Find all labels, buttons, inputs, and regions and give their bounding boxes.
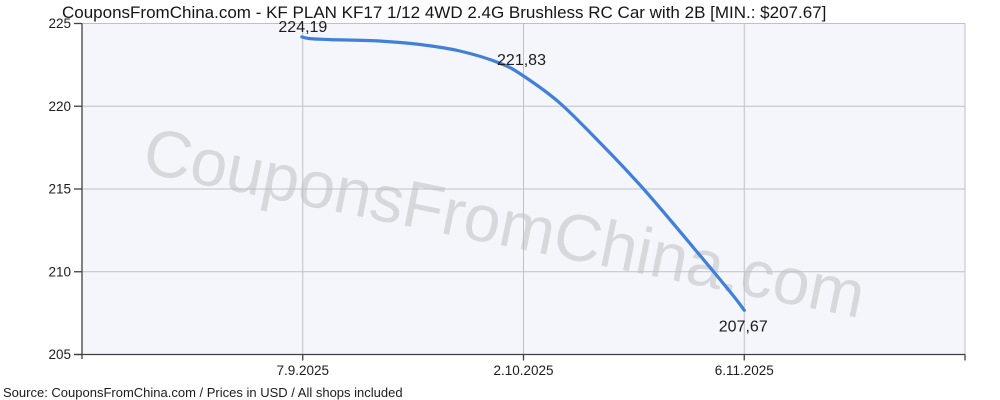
y-tick-label: 215: [48, 182, 71, 197]
price-line: [300, 35, 746, 312]
point-label: 221,83: [497, 52, 546, 69]
y-tick-label: 220: [48, 99, 71, 114]
chart-title: CouponsFromChina.com - KF PLAN KF17 1/12…: [62, 3, 827, 22]
source-note: Source: CouponsFromChina.com / Prices in…: [3, 385, 403, 400]
x-tick-label: 7.9.2025: [276, 363, 329, 378]
x-tick-label: 2.10.2025: [493, 363, 553, 378]
point-label: 207,67: [719, 318, 768, 335]
y-tick-label: 210: [48, 264, 71, 279]
x-tick-label: 6.11.2025: [715, 363, 774, 378]
y-tick-label: 205: [48, 347, 71, 362]
y-tick-label: 225: [48, 16, 71, 31]
point-label: 224,19: [278, 19, 327, 36]
